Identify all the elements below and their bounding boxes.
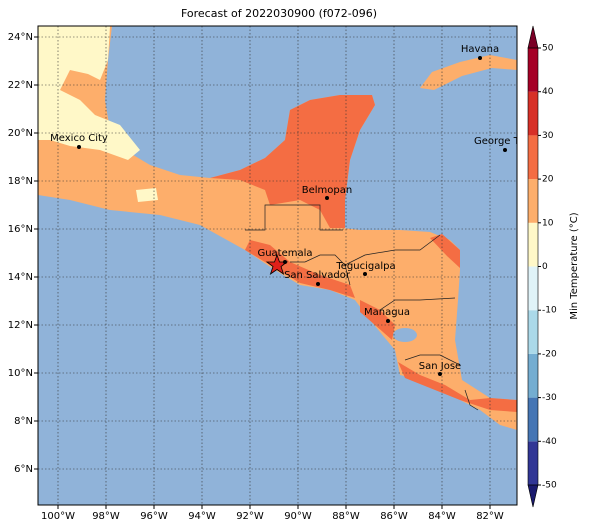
colorbar-over [527,25,539,49]
colorbar-tick-label: 0 [542,262,548,272]
colorbar-tick-label: 40 [542,87,554,97]
city-label: Mexico City [50,133,108,144]
colorbar: -50 -40 -30 -20 -10 0 10 20 30 40 50 Min Temperatur… [527,25,580,508]
colorbar-tick-label: -20 [542,349,557,359]
lake [393,328,417,342]
colorbar-tick-label: -10 [542,306,557,316]
city-label: San Jose [419,361,461,372]
x-tick-label: 86°W [380,511,408,522]
colorbar-tick-label: 30 [542,131,554,141]
city-dot [478,56,482,60]
colorbar-band [528,222,538,267]
colorbar-band [528,397,538,442]
land-region [38,26,140,160]
land [38,26,517,430]
y-tick-label: 10°N [8,368,33,379]
country-border [464,389,479,411]
colorbar-band [528,266,538,311]
land-region [398,362,517,412]
colorbar-tick-label: 50 [542,44,554,54]
land-region [38,26,517,430]
city-dot [283,260,287,264]
colorbar-tick-label: -50 [542,481,557,491]
colorbar-under [527,484,539,508]
colorbar-label: Min Temperature (°C) [569,212,580,319]
city-label: George Tov [474,136,530,147]
colorbar-band [528,91,538,136]
city-dot [77,145,81,149]
land-region [360,300,395,340]
y-tick-label: 18°N [8,176,33,187]
country-border [344,234,441,266]
x-tick-label: 84°W [428,511,456,522]
city-dot [438,372,442,376]
y-tick-label: 8°N [14,416,33,427]
colorbar-band [528,310,538,354]
y-tick-label: 12°N [8,320,33,331]
country-border [379,297,456,311]
y-tick-label: 20°N [8,128,33,139]
colorbar-tick-label: 10 [542,218,554,228]
x-tick-label: 92°W [236,511,264,522]
title: Forecast of 2022030900 (f072-096) [181,7,377,20]
colorbar-tick-label: -30 [542,393,557,403]
country-border [404,354,461,366]
x-tick-label: 98°W [92,511,120,522]
land-region [430,234,460,268]
y-tick-label: 14°N [8,272,33,283]
land-region [420,55,517,90]
x-tick-label: 82°W [476,511,504,522]
city-label: San Salvador [284,270,351,281]
city-label: Havana [461,44,499,55]
x-tick-label: 100°W [41,511,75,522]
y-tick-label: 6°N [14,464,33,475]
city-label: Guatemala [257,248,312,259]
colorbar-tick-label: 20 [542,175,554,185]
cities: Havana Mexico City George Tov Belmopan Guate… [50,44,530,376]
x-tick-label: 96°W [140,511,168,522]
city-label: Tegucigalpa [335,261,395,272]
land-region [210,95,375,228]
x-tick-label: 90°W [284,511,312,522]
colorbar-tick-label: -40 [542,437,557,447]
city-label: Managua [364,307,410,318]
land-region [245,240,355,298]
y-tick-label: 24°N [8,32,33,43]
y-tick-label: 16°N [8,224,33,235]
graticule [34,26,517,509]
city-dot [386,319,390,323]
map-frame [37,25,518,506]
city-dot [316,282,320,286]
colorbar-band [528,179,538,223]
y-tick-label: 22°N [8,80,33,91]
x-tick-label: 94°W [188,511,216,522]
land-region [136,188,158,202]
city-dot [503,148,507,152]
country-border [245,204,343,231]
colorbar-band [528,353,538,398]
colorbar-band [528,48,538,92]
city-label: Belmopan [302,185,352,196]
city-dot [363,272,367,276]
x-tick-label: 88°W [332,511,360,522]
city-dot [325,196,329,200]
colorbar-band [528,441,538,485]
colorbar-band [528,135,538,180]
